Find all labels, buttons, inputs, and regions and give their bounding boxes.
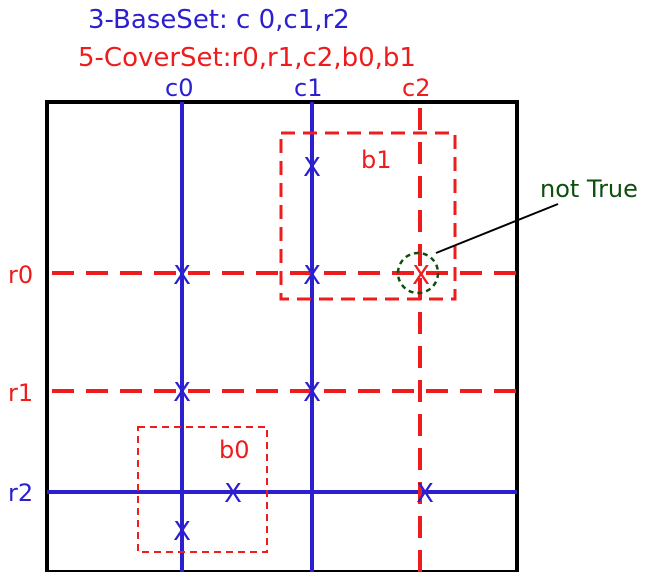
- candidate-mark: X: [224, 479, 242, 509]
- box-label-b1: b1: [361, 146, 392, 174]
- candidate-mark: X: [303, 378, 321, 408]
- annotation-not-true: not True: [540, 175, 638, 203]
- candidate-mark: X: [173, 261, 191, 291]
- column-label-c2: c2: [402, 74, 430, 102]
- candidate-mark: X: [303, 261, 321, 291]
- column-label-c1: c1: [294, 74, 322, 102]
- candidate-mark: X: [173, 378, 191, 408]
- row-label-r0: r0: [8, 261, 33, 289]
- box-label-b0: b0: [219, 436, 250, 464]
- baseset-title: 3-BaseSet: c 0,c1,r2: [88, 5, 350, 35]
- row-label-r1: r1: [8, 379, 33, 407]
- coverset-box-b0: [137, 426, 268, 553]
- grid-frame: [45, 100, 519, 572]
- coverset-title: 5-CoverSet:r0,r1,c2,b0,b1: [78, 43, 416, 73]
- candidate-mark: X: [173, 517, 191, 547]
- candidate-mark: X: [303, 153, 321, 183]
- row-label-r2: r2: [8, 479, 33, 507]
- not-true-circle: [396, 251, 440, 295]
- column-label-c0: c0: [165, 74, 193, 102]
- annotation-pointer: [435, 203, 559, 254]
- candidate-mark-eliminated: X: [412, 261, 430, 291]
- coverset-box-b1: [279, 131, 457, 301]
- candidate-mark: X: [416, 479, 434, 509]
